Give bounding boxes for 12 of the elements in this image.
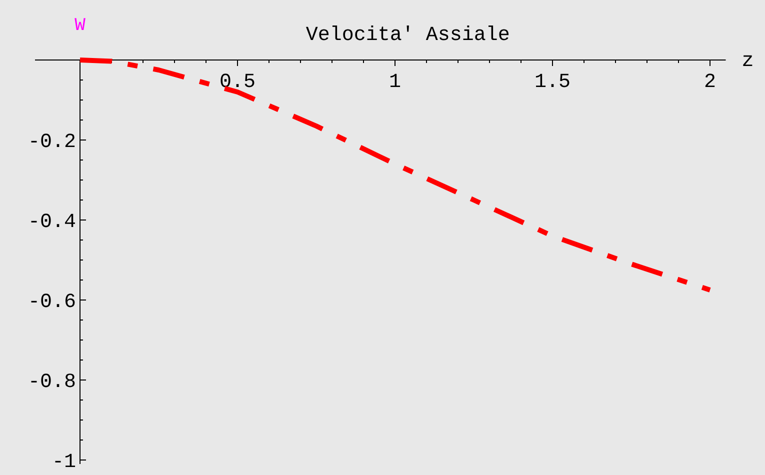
x-axis-title: z [742,50,754,73]
x-tick-label: 1 [388,71,402,94]
y-tick-label: -0.2 [28,131,76,154]
x-tick-label: 2 [704,71,716,94]
y-tick-label: -0.6 [28,291,76,314]
x-tick-label: 0.5 [219,71,256,94]
x-tick-label: 1.5 [534,71,571,94]
y-tick-label: -1 [52,451,76,474]
chart-title: Velocita' Assiale [306,24,510,47]
y-tick-label: -0.4 [28,211,76,234]
y-tick-label: -0.8 [28,371,76,394]
y-axis-title: W [74,16,86,36]
